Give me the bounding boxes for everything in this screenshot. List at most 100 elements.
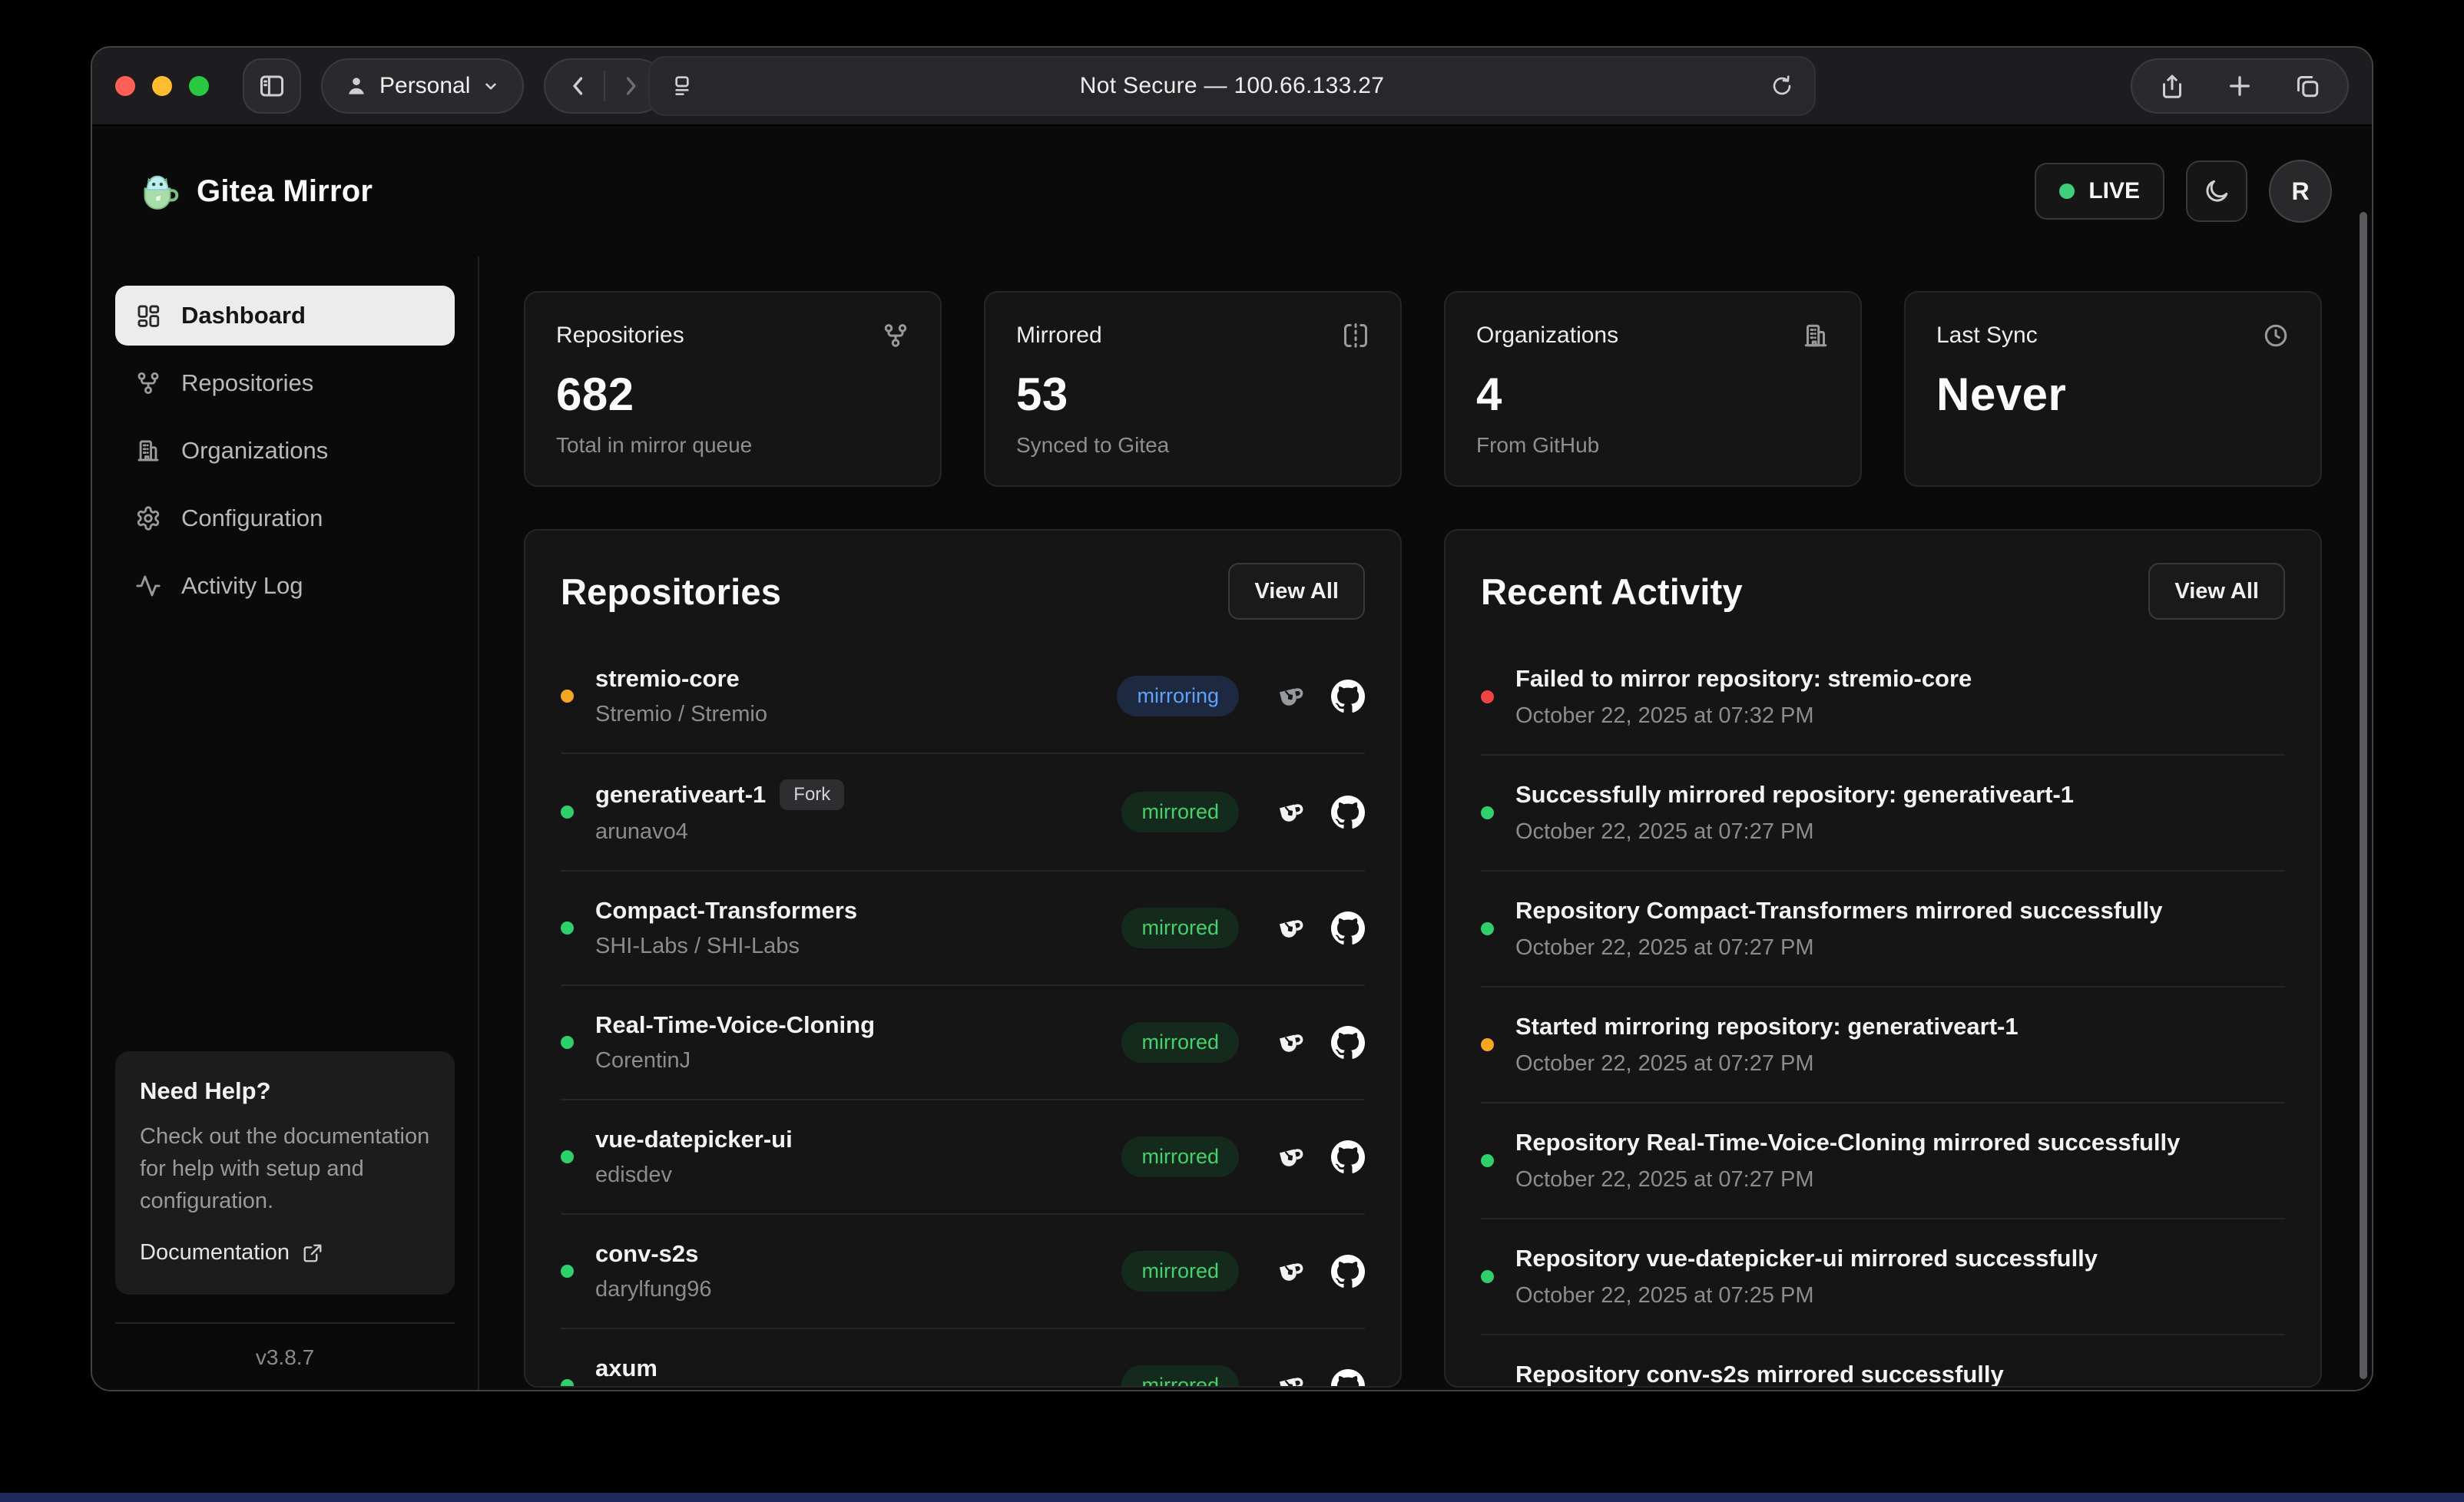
profile-switcher[interactable]: Personal [321,58,525,114]
tab-overview-icon[interactable] [2293,72,2321,100]
repo-status-dot [561,1150,574,1163]
repository-row[interactable]: Compact-Transformers SHI-Labs / SHI-Labs… [561,872,1365,986]
repo-status-badge: mirrored [1121,1365,1239,1386]
sidebar-item-configuration[interactable]: Configuration [115,488,455,548]
chevron-down-icon [481,76,501,96]
repository-row[interactable]: generativeart-1 Fork arunavo4 mirrored [561,754,1365,872]
github-link-icon[interactable] [1331,1140,1365,1174]
gear-icon [135,505,161,531]
reload-icon[interactable] [1770,74,1794,98]
gitea-link-icon[interactable] [1273,1140,1308,1175]
brand[interactable]: Gitea Mirror [135,169,373,213]
gitea-link-icon[interactable] [1273,679,1308,714]
activity-row[interactable]: Failed to mirror repository: stremio-cor… [1481,640,2285,756]
github-link-icon[interactable] [1331,1368,1365,1386]
github-link-icon[interactable] [1331,911,1365,945]
page-scrollbar[interactable] [2360,212,2367,1379]
address-bar[interactable]: Not Secure — 100.66.133.27 [648,56,1816,116]
stat-value: Never [1936,369,2067,420]
repo-status-badge: mirrored [1121,1022,1239,1063]
repo-name: vue-datepicker-ui [595,1126,793,1153]
live-label: LIVE [2088,178,2140,203]
repository-row[interactable]: vue-datepicker-ui edisdev mirrored [561,1100,1365,1215]
building-icon [135,438,161,464]
new-tab-icon[interactable] [2226,72,2254,100]
repo-owner: darylfung96 [595,1277,712,1302]
user-avatar[interactable]: R [2269,160,2332,223]
documentation-link-label: Documentation [140,1240,290,1265]
sidebar-toggle-button[interactable] [243,58,301,114]
back-button[interactable] [553,60,604,112]
need-help-card: Need Help? Check out the documentation f… [115,1050,455,1295]
activity-message: Failed to mirror repository: stremio-cor… [1515,665,1972,692]
gitea-link-icon[interactable] [1273,1025,1308,1060]
browser-toolbar: Personal Not Secure — 100.66.133.27 [92,48,2372,126]
activity-row[interactable]: Repository Real-Time-Voice-Cloning mirro… [1481,1103,2285,1219]
zoom-window-button[interactable] [189,76,209,96]
repository-row[interactable]: stremio-core Stremio / Stremio mirroring [561,640,1365,754]
minimize-window-button[interactable] [152,76,172,96]
git-fork-icon [135,370,161,396]
repo-owner: CorentinJ [595,1048,691,1073]
browser-window: Personal Not Secure — 100.66.133.27 Gite… [91,46,2373,1391]
panel-left-icon [258,72,286,100]
activity-message: Repository vue-datepicker-ui mirrored su… [1515,1245,2098,1272]
activity-row[interactable]: Started mirroring repository: generative… [1481,988,2285,1103]
sidebar-item-label: Repositories [181,369,314,396]
history-nav [544,58,666,114]
share-icon[interactable] [2158,72,2186,100]
gitea-link-icon[interactable] [1273,795,1308,830]
repository-row[interactable]: Real-Time-Voice-Cloning CorentinJ mirror… [561,986,1365,1100]
sidebar-item-label: Dashboard [181,302,306,329]
github-link-icon[interactable] [1331,795,1365,829]
sidebar-item-organizations[interactable]: Organizations [115,421,455,481]
stat-title: Organizations [1476,323,1619,348]
repository-row[interactable]: conv-s2s darylfung96 mirrored [561,1215,1365,1329]
sidebar-item-dashboard[interactable]: Dashboard [115,286,455,346]
live-status-badge[interactable]: LIVE [2035,163,2164,220]
repository-row[interactable]: axum tokio-rs / tokio-rs mirrored [561,1329,1365,1386]
theme-toggle-button[interactable] [2186,160,2247,222]
documentation-link[interactable]: Documentation [140,1240,430,1265]
activity-row[interactable]: Repository Compact-Transformers mirrored… [1481,872,2285,988]
page-format-icon[interactable] [670,74,694,98]
repo-status-badge: mirrored [1121,1251,1239,1292]
close-window-button[interactable] [115,76,135,96]
toolbar-right-actions [2131,58,2349,114]
activity-row[interactable]: Successfully mirrored repository: genera… [1481,756,2285,872]
sidebar-item-label: Organizations [181,437,329,464]
app-version: v3.8.7 [115,1322,455,1370]
window-controls [115,76,209,96]
activity-view-all-button[interactable]: View All [2148,563,2285,620]
gitea-mirror-app: Gitea Mirror LIVE R Dashboar [92,126,2372,1390]
gitea-link-icon[interactable] [1273,911,1308,946]
github-link-icon[interactable] [1331,1254,1365,1289]
repo-status-dot [561,806,574,819]
git-fork-icon [882,322,909,349]
activity-timestamp: October 22, 2025 at 07:27 PM [1515,1051,1814,1076]
github-link-icon[interactable] [1331,1025,1365,1060]
activity-list: Failed to mirror repository: stremio-cor… [1481,640,2285,1386]
sidebar-item-activity-log[interactable]: Activity Log [115,556,455,616]
sidebar-item-repositories[interactable]: Repositories [115,353,455,413]
person-icon [344,74,369,98]
activity-message: Started mirroring repository: generative… [1515,1013,2019,1040]
repo-name: generativeart-1 [595,781,767,808]
avatar-initial: R [2291,177,2310,205]
url-text[interactable]: Not Secure — 100.66.133.27 [1079,73,1385,98]
repositories-view-all-button[interactable]: View All [1228,563,1365,620]
activity-status-dot [1481,806,1494,819]
activity-row[interactable]: Repository vue-datepicker-ui mirrored su… [1481,1219,2285,1335]
activity-message: Repository Compact-Transformers mirrored… [1515,897,2163,924]
repositories-panel: Repositories View All stremio-core [524,529,1402,1388]
activity-timestamp: October 22, 2025 at 07:27 PM [1515,935,1814,960]
stat-card-repositories: Repositories 682 Total in mirror queue [524,291,942,487]
gitea-link-icon[interactable] [1273,1368,1308,1386]
stat-caption: From GitHub [1476,433,1600,457]
gitea-link-icon[interactable] [1273,1254,1308,1289]
stat-title: Mirrored [1016,323,1102,348]
activity-status-dot [1481,922,1494,935]
activity-row[interactable]: Repository conv-s2s mirrored successfull… [1481,1335,2285,1386]
activity-timestamp: October 22, 2025 at 07:27 PM [1515,819,1814,844]
github-link-icon[interactable] [1331,679,1365,713]
